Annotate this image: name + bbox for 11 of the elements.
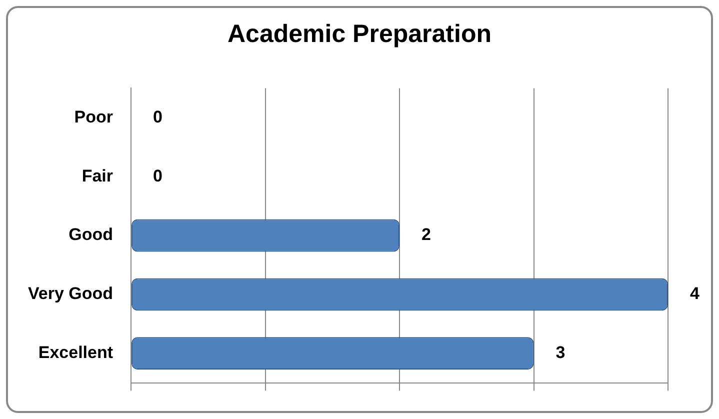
y-tick-label: Very Good bbox=[28, 284, 114, 304]
y-tick-label: Good bbox=[68, 225, 114, 244]
data-label: 3 bbox=[556, 343, 566, 362]
data-label: 4 bbox=[690, 284, 700, 304]
data-label: 0 bbox=[153, 166, 162, 186]
y-tick-label: Excellent bbox=[38, 343, 114, 362]
chart-title: Academic Preparation bbox=[226, 20, 492, 49]
data-label: 0 bbox=[153, 107, 162, 126]
y-tick-label: Poor bbox=[74, 107, 114, 126]
data-label: 2 bbox=[422, 225, 431, 244]
y-tick-label: Fair bbox=[82, 166, 114, 186]
